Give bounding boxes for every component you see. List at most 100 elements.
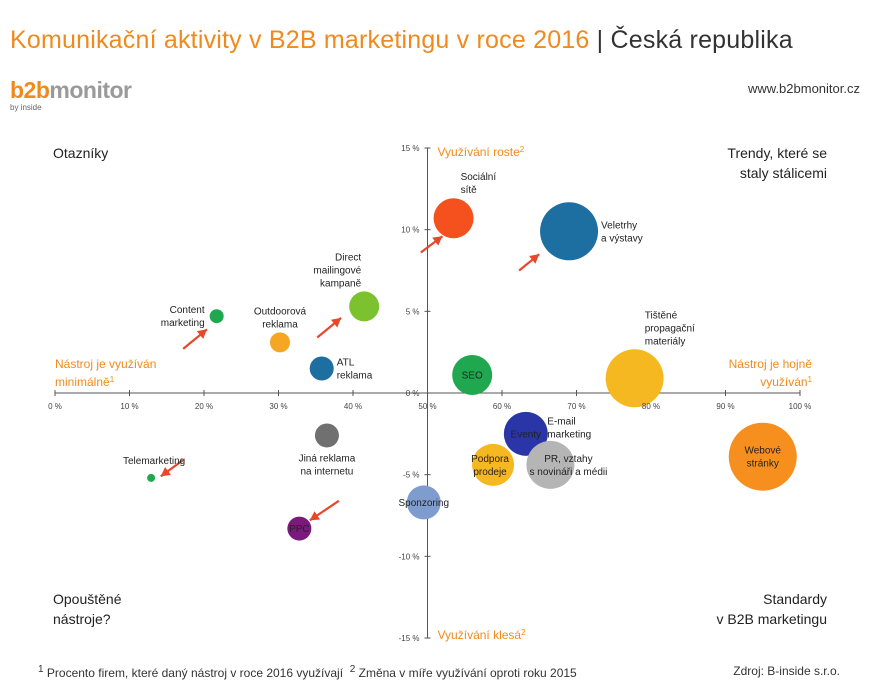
arrows-layer: [160, 235, 540, 522]
bubble-content-marketing: [209, 309, 224, 324]
x-tick-label: 40 %: [344, 402, 362, 411]
bubble-jin-reklama-na-internetu: [314, 423, 339, 448]
quadrant-label-bottom-left: Opouštěné nástroje?: [53, 589, 122, 629]
title-separator: |: [596, 26, 604, 54]
bubble-telemarketing: [147, 473, 156, 482]
chart-title-main: Komunikační aktivity v B2B marketingu v …: [10, 26, 590, 54]
quadrant-top-right-line2: staly stálicemi: [739, 165, 827, 181]
bubble-sponzoring: [406, 485, 441, 520]
axis-text-layer: 0 % 10 % 20 % 30 % 40 % 50 % 60 % 70 % 80 % 90 % 1…: [48, 144, 812, 643]
trend-arrow-2: [518, 253, 540, 272]
bubble-label-atl-reklama: ATL reklama: [337, 358, 373, 382]
footnote-sup-2: 2: [349, 664, 356, 675]
bubble-podpora-prodeje: [472, 443, 515, 486]
source-note: Zdroj: B-inside s.r.o.: [733, 664, 840, 678]
bubble-ppc: [287, 516, 312, 541]
bubble-label-soci-ln-s-t: Sociální sítě: [461, 172, 497, 196]
x-axis-left-label-line1: Nástroj je využíván: [55, 357, 156, 371]
trend-arrow-head: [309, 511, 321, 521]
quadrant-label-top-left: Otazníky: [53, 143, 108, 163]
x-tick-label: 80 %: [642, 402, 660, 411]
x-axis-right-label-line2: využíván1: [760, 375, 812, 390]
bubble-label-pr-vztahy-s-novin-i-a-m-dii: PR, vztahy s novináři a médii: [530, 454, 608, 478]
trend-arrow-head: [160, 466, 172, 477]
chart-title: Komunikační aktivity v B2B marketingu v …: [10, 26, 793, 55]
quadrant-bottom-right-line2: v B2B marketingu: [716, 611, 828, 627]
bubble-label-direct-mailingov-kampan: Direct mailingové kampaně: [313, 252, 361, 289]
y-tick-label: -5 %: [403, 471, 419, 480]
bubble-label-outdoorov-reklama: Outdoorová reklama: [254, 306, 307, 330]
x-axis-left-label-line2: minimálně1: [55, 375, 115, 390]
y-tick-label: -15 %: [399, 634, 420, 643]
bubble-label-telemarketing: Telemarketing: [123, 456, 185, 467]
quadrant-bottom-left-line2: nástroje?: [53, 611, 111, 627]
quadrant-label-bottom-right: Standardy v B2B marketingu: [717, 589, 828, 629]
axes-layer: [54, 147, 801, 639]
bubble-pr-vztahy-s-novin-i-a-m-dii: [526, 440, 575, 489]
x-tick-label: 60 %: [493, 402, 511, 411]
y-tick-label: -10 %: [399, 552, 420, 561]
trend-arrow-head: [330, 317, 342, 328]
x-tick-label: 50 %: [418, 402, 436, 411]
x-axis-right-label-line1: Nástroj je hojně: [729, 357, 813, 371]
y-tick-label: 10 %: [401, 226, 419, 235]
trend-arrow-4: [182, 328, 208, 350]
bubble-label-content-marketing: Content marketing: [161, 305, 205, 329]
y-axis-top-label: Využívání roste2: [438, 145, 525, 160]
bubble-soci-ln-s-t: [433, 198, 474, 239]
logo-monitor: monitor: [49, 77, 132, 103]
quadrant-top-left-text: Otazníky: [53, 145, 109, 161]
bubble-label-veletrhy-a-v-stavy: Veletrhy a výstavy: [601, 220, 643, 244]
x-tick-label: 90 %: [716, 402, 734, 411]
trend-arrow-3: [316, 317, 342, 339]
x-tick-label: 70 %: [567, 402, 585, 411]
bubble-label-ti-t-n-propaga-n-materi-ly: Tištěné propagační materiály: [645, 310, 695, 347]
trend-arrow-1: [420, 235, 444, 254]
logo-byline: by inside: [10, 103, 42, 112]
bubble-label-seo: SEO: [462, 371, 483, 382]
bubble-outdoorov-reklama: [269, 332, 290, 353]
y-tick-label: 15 %: [401, 144, 419, 153]
trend-arrow-head: [529, 254, 540, 264]
y-axis-bottom-label: Využívání klesá2: [438, 628, 527, 643]
logo-b2b: b2b: [10, 77, 50, 103]
bubble-webov-str-nky: [728, 422, 797, 491]
bubble-label-podpora-prodeje: Podpora prodeje: [471, 454, 509, 478]
bubble-eventy: [503, 411, 548, 456]
x-tick-label: 10 %: [120, 402, 138, 411]
trend-arrow-6: [309, 499, 340, 522]
quadrant-top-right-line1: Trendy, které se: [727, 145, 827, 161]
trend-arrow-head: [432, 236, 443, 246]
x-tick-label: 0 %: [48, 402, 62, 411]
footnote-sup-1: 1: [38, 664, 44, 675]
website-url: www.b2bmonitor.cz: [748, 81, 860, 96]
bubble-label-e-mail-marketing: E-mail marketing: [547, 416, 591, 440]
y-tick-label: 0 %: [406, 389, 420, 398]
quadrant-bottom-left-line1: Opouštěné: [53, 591, 122, 607]
bubble-label-ppc: PPC: [289, 524, 310, 535]
trend-arrow-5: [160, 459, 184, 478]
x-tick-label: 20 %: [195, 402, 213, 411]
labels-layer: Sociální sítě Veletrhy a výstavy Direct maili…: [123, 172, 781, 535]
bubble-label-sponzoring: Sponzoring: [398, 498, 449, 509]
footnote-text-1: Procento firem, které daný nástroj v roc…: [46, 666, 344, 680]
bubble-direct-mailingov-kampan: [349, 291, 380, 322]
footnote: 1 Procento firem, které daný nástroj v r…: [38, 664, 577, 680]
bubble-label-eventy: Eventy: [511, 429, 542, 440]
bubble-label-jin-reklama-na-internetu: Jiná reklama na internetu: [299, 453, 356, 477]
footnote-text-2: Změna v míře využívání oproti roku 2015: [358, 666, 577, 680]
bubble-veletrhy-a-v-stavy: [540, 202, 599, 261]
quadrant-label-top-right: Trendy, které se staly stálicemi: [727, 143, 827, 183]
x-tick-label: 100 %: [789, 402, 812, 411]
x-tick-label: 30 %: [269, 402, 287, 411]
bubble-ti-t-n-propaga-n-materi-ly: [605, 349, 664, 408]
title-country: Česká republika: [610, 26, 793, 54]
bubble-label-webov-str-nky: Webové stránky: [744, 446, 781, 470]
bubble-seo: [452, 355, 493, 396]
trend-arrow-head: [196, 329, 207, 339]
y-tick-label: 5 %: [406, 307, 420, 316]
quadrant-bottom-right-line1: Standardy: [763, 591, 827, 607]
b2bmonitor-logo: b2bmonitor by inside: [10, 77, 132, 113]
bubble-atl-reklama: [309, 356, 334, 381]
